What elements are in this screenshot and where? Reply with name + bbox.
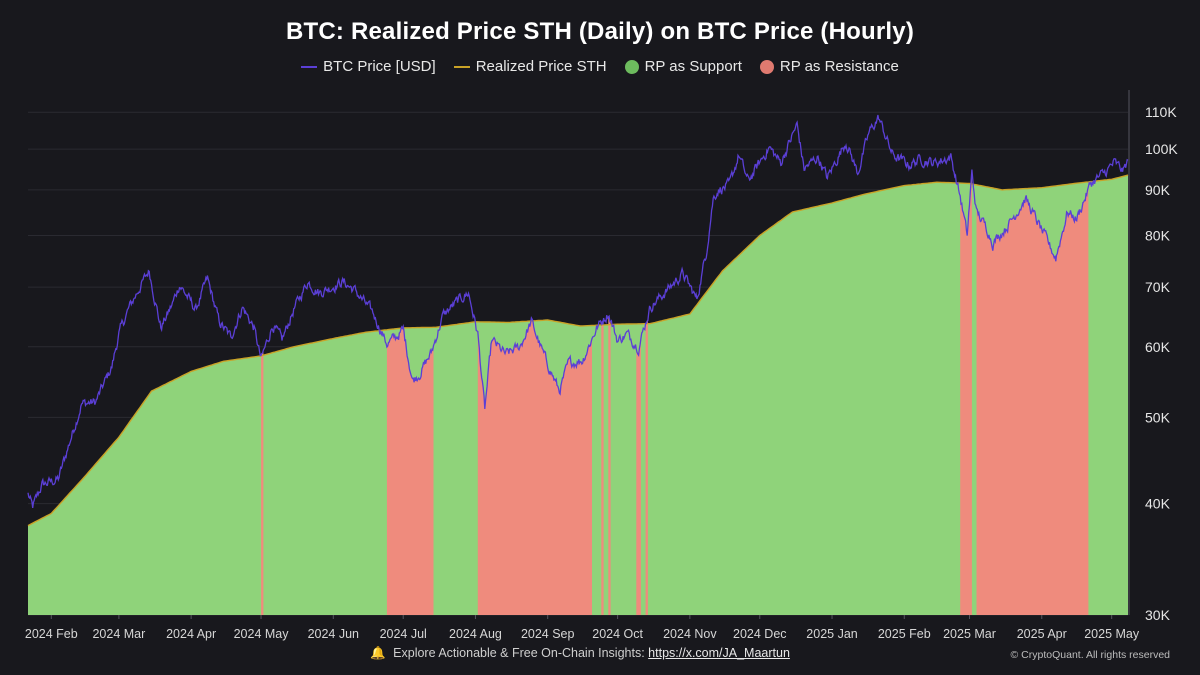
y-tick-label: 50K	[1145, 409, 1171, 425]
bell-icon: 🔔	[370, 646, 386, 660]
x-tick-label: 2025 Feb	[878, 627, 931, 641]
legend-label-resistance: RP as Resistance	[779, 58, 899, 75]
x-tick-label: 2024 Dec	[733, 627, 787, 641]
y-tick-label: 90K	[1145, 182, 1171, 198]
resistance-area	[386, 326, 434, 615]
legend-swatch-support	[624, 59, 639, 74]
resistance-area	[608, 316, 611, 615]
x-tick-label: 2025 Apr	[1017, 627, 1067, 641]
y-tick-label: 110K	[1145, 104, 1177, 120]
y-tick-label: 70K	[1145, 279, 1171, 295]
legend-swatch-btc-price	[301, 65, 318, 68]
legend-label-support: RP as Support	[644, 58, 742, 75]
legend-item-realized-price[interactable]: Realized Price STH	[453, 58, 607, 75]
x-tick-label: 2024 Apr	[166, 627, 216, 641]
x-tick-label: 2025 May	[1084, 627, 1140, 641]
footer-promo: 🔔 Explore Actionable & Free On-Chain Ins…	[0, 646, 1160, 661]
chart-legend: BTC Price [USD] Realized Price STH RP as…	[0, 58, 1200, 75]
footer-link[interactable]: https://x.com/JA_Maartun	[648, 646, 790, 660]
x-tick-label: 2024 Jun	[308, 627, 359, 641]
x-tick-label: 2024 Aug	[449, 627, 502, 641]
legend-item-support[interactable]: RP as Support	[624, 58, 742, 75]
chart-title: BTC: Realized Price STH (Daily) on BTC P…	[285, 18, 915, 45]
legend-item-resistance[interactable]: RP as Resistance	[759, 58, 899, 75]
resistance-area	[477, 317, 592, 615]
x-tick-label: 2025 Jan	[806, 627, 857, 641]
resistance-area	[601, 318, 604, 615]
x-tick-label: 2024 Nov	[663, 627, 717, 641]
legend-swatch-resistance	[759, 59, 774, 74]
x-tick-label: 2025 Mar	[943, 627, 996, 641]
resistance-area	[645, 320, 648, 615]
x-tick-label: 2024 Sep	[521, 627, 575, 641]
x-tick-label: 2024 Feb	[25, 627, 78, 641]
copyright-notice: © CryptoQuant. All rights reserved	[1010, 649, 1170, 661]
resistance-area	[261, 349, 264, 615]
y-tick-label: 40K	[1145, 496, 1171, 512]
resistance-area	[960, 169, 972, 615]
x-tick-label: 2024 Jul	[380, 627, 427, 641]
legend-label-realized-price: Realized Price STH	[475, 58, 607, 75]
footer-text: Explore Actionable & Free On-Chain Insig…	[393, 646, 645, 660]
x-tick-label: 2024 Oct	[592, 627, 643, 641]
x-tick-label: 2024 May	[234, 627, 290, 641]
y-tick-label: 60K	[1145, 339, 1171, 355]
x-tick-label: 2024 Mar	[92, 627, 145, 641]
y-tick-label: 80K	[1145, 227, 1171, 243]
resistance-area	[976, 186, 1089, 615]
y-tick-label: 100K	[1145, 141, 1178, 157]
y-tick-label: 30K	[1145, 607, 1171, 623]
legend-item-btc-price[interactable]: BTC Price [USD]	[301, 58, 436, 75]
realized-price-line	[27, 174, 1129, 527]
btc-price-line	[27, 114, 1129, 508]
legend-swatch-realized-price	[453, 65, 470, 68]
resistance-area	[636, 338, 641, 615]
legend-label-btc-price: BTC Price [USD]	[323, 58, 436, 75]
